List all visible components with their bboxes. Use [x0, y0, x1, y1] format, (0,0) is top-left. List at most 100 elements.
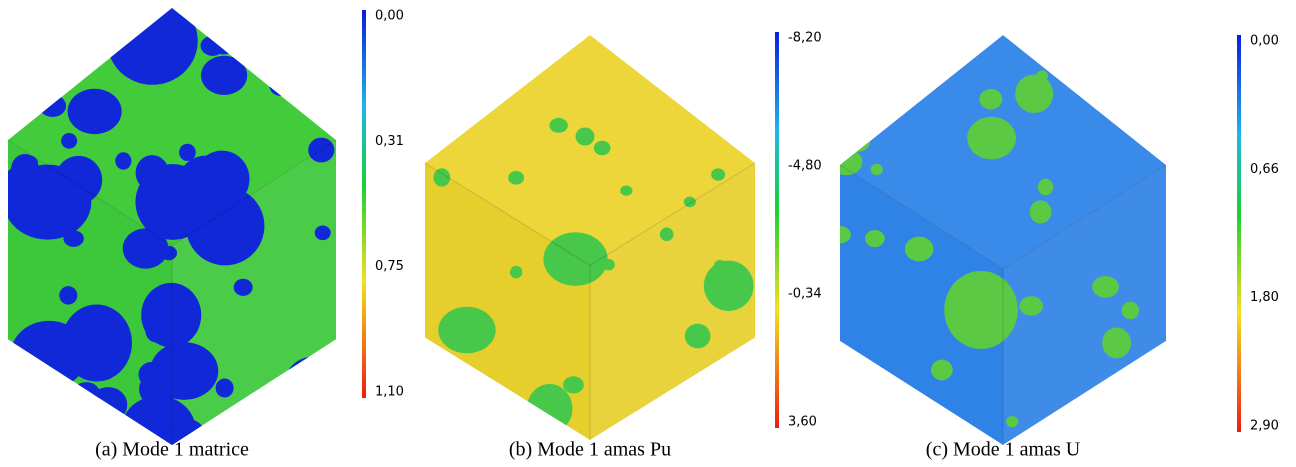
- colorbar-label: 1,10: [375, 385, 404, 400]
- inclusion: [708, 409, 727, 429]
- cube: [840, 35, 1166, 445]
- caption: (b) Mode 1 amas Pu: [509, 439, 671, 461]
- inclusion: [563, 376, 584, 394]
- cube-right: [590, 163, 755, 440]
- inclusion: [87, 418, 104, 434]
- cube-edge: [7, 139, 337, 247]
- inclusion: [308, 137, 335, 163]
- caption: (a) Mode 1 matrice: [95, 439, 249, 461]
- inclusion: [61, 133, 78, 149]
- colorbar-label: -0,34: [788, 287, 822, 302]
- inclusion: [840, 226, 851, 244]
- inclusion: [150, 342, 219, 400]
- inclusion: [1006, 416, 1019, 428]
- cube-right: [1003, 165, 1166, 445]
- inclusion: [284, 356, 336, 412]
- caption: (c) Mode 1 amas U: [926, 439, 1081, 461]
- inclusion: [526, 384, 573, 434]
- inclusion: [454, 311, 485, 345]
- inclusion: [1102, 327, 1131, 359]
- inclusion: [979, 88, 1003, 110]
- inclusion: [23, 8, 108, 76]
- inclusion: [314, 225, 331, 241]
- colorbar-label: 1,80: [1250, 290, 1279, 305]
- inclusion: [115, 152, 132, 170]
- cube-edge: [839, 164, 1167, 270]
- inclusion: [233, 278, 253, 296]
- cube: [8, 8, 336, 445]
- inclusion: [870, 163, 883, 176]
- inclusion: [904, 236, 934, 262]
- inclusion: [1019, 296, 1043, 316]
- inclusion: [684, 323, 711, 349]
- inclusion: [840, 130, 851, 142]
- inclusion: [659, 227, 674, 242]
- inclusion: [528, 39, 541, 53]
- colorbar: [775, 32, 779, 428]
- panel: 0,00 0,66 1,80 2,90 (c) Mode 1 amas U: [839, 34, 1279, 461]
- inclusion: [54, 155, 103, 205]
- panel: 0,00 0,31 0,75 1,10 (a) Mode 1 matrice: [7, 8, 404, 461]
- inclusion: [549, 117, 568, 133]
- inclusion: [122, 228, 169, 269]
- colorbar-label: 3,60: [788, 415, 817, 430]
- inclusion: [59, 286, 78, 305]
- inclusion: [1121, 301, 1139, 320]
- cube-top: [425, 35, 755, 266]
- colorbar-label: 0,75: [375, 259, 404, 274]
- inclusion: [734, 274, 751, 290]
- inclusion: [840, 148, 863, 176]
- inclusion: [141, 282, 202, 348]
- colorbar: [1237, 35, 1241, 432]
- colorbar-label: -4,80: [788, 159, 822, 174]
- inclusion: [703, 260, 754, 311]
- inclusion: [258, 60, 276, 75]
- colorbar: [362, 10, 366, 398]
- inclusion: [200, 35, 225, 56]
- inclusion: [1029, 200, 1052, 224]
- inclusion: [865, 229, 885, 248]
- inclusion: [860, 88, 873, 100]
- inclusion: [135, 164, 210, 240]
- colorbar-label: 0,31: [375, 134, 404, 149]
- inclusion: [866, 35, 923, 68]
- inclusion: [39, 94, 67, 117]
- inclusion: [25, 386, 42, 400]
- inclusion: [107, 8, 198, 85]
- inclusion: [967, 116, 1016, 160]
- inclusion: [1015, 74, 1054, 114]
- inclusion: [179, 143, 196, 162]
- inclusion: [711, 168, 726, 181]
- inclusion: [67, 88, 122, 135]
- inclusion: [575, 127, 595, 146]
- inclusion: [944, 270, 1018, 349]
- inclusion: [593, 140, 611, 156]
- colorbar-label: -8,20: [788, 31, 822, 46]
- inclusion: [120, 395, 196, 445]
- colorbar-label: 0,00: [1250, 34, 1279, 49]
- inclusion: [11, 153, 39, 185]
- inclusion: [508, 171, 525, 185]
- inclusion: [846, 128, 871, 152]
- inclusion: [215, 378, 234, 398]
- inclusion: [620, 185, 633, 196]
- cube: [425, 35, 755, 440]
- inclusion: [543, 232, 608, 286]
- inclusion: [201, 55, 248, 95]
- inclusion: [930, 359, 953, 381]
- inclusion: [269, 75, 292, 96]
- inclusion: [433, 168, 451, 187]
- inclusion: [509, 265, 523, 279]
- colorbar-label: 2,90: [1250, 419, 1279, 434]
- inclusion: [1037, 178, 1054, 196]
- colorbar-label: 0,66: [1250, 162, 1279, 177]
- cube-edge: [424, 162, 756, 266]
- cube-left: [425, 163, 590, 440]
- inclusion: [602, 259, 615, 271]
- inclusion: [55, 17, 72, 31]
- inclusion: [683, 196, 696, 208]
- inclusion: [63, 230, 84, 247]
- colorbar-label: 0,00: [375, 9, 404, 24]
- inclusion: [89, 387, 128, 423]
